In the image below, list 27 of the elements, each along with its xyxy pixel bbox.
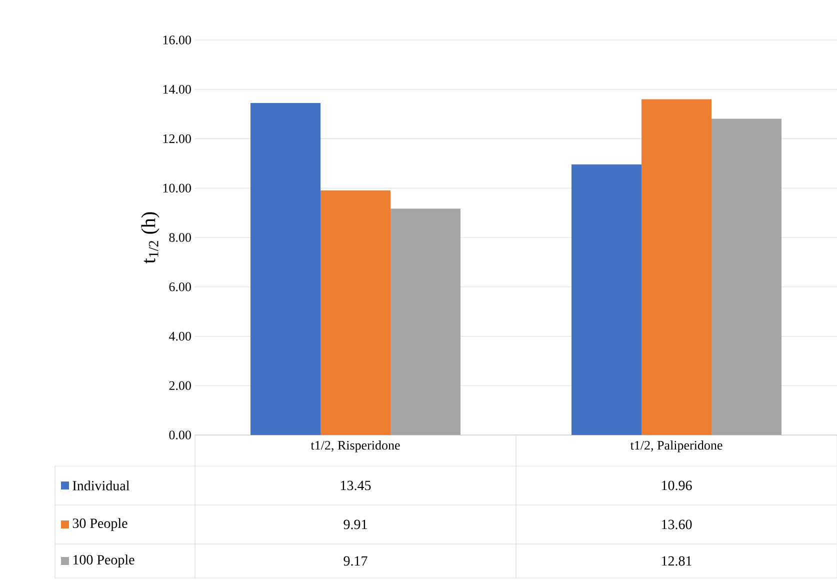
data-label: 13.45 — [340, 480, 371, 490]
y-tick-label: 12.00 — [163, 134, 191, 144]
x-tick-label: t1/2, Risperidone — [310, 440, 400, 452]
bar — [572, 164, 642, 435]
legend-label: Individual — [72, 480, 130, 490]
y-tick-label: 6.00 — [169, 282, 191, 292]
bar — [712, 118, 782, 435]
y-tick-label: 14.00 — [163, 84, 191, 94]
bar — [250, 102, 321, 435]
legend-label: 100 People — [73, 554, 134, 568]
bar — [390, 208, 461, 435]
data-label: 12.81 — [662, 556, 692, 566]
data-label: 10.96 — [662, 480, 692, 490]
x-tick-label: t1/2, Paliperidone — [630, 440, 722, 452]
data-label: 9.17 — [344, 556, 368, 566]
y-tick-label: 8.00 — [169, 233, 191, 242]
y-tick-label: 16.00 — [163, 36, 191, 44]
y-axis-title: t$_{1/2}$ (h) — [141, 212, 160, 264]
legend-label: 30 People — [72, 518, 128, 531]
data-label: 9.91 — [344, 520, 367, 530]
data-label: 13.60 — [662, 520, 692, 530]
y-tick-label: 2.00 — [169, 381, 191, 390]
y-tick-label: 10.00 — [163, 184, 191, 193]
y-tick-label: 4.00 — [168, 332, 191, 341]
y-tick-label: 0.00 — [169, 430, 191, 440]
bar — [642, 99, 712, 435]
bar — [320, 190, 391, 435]
